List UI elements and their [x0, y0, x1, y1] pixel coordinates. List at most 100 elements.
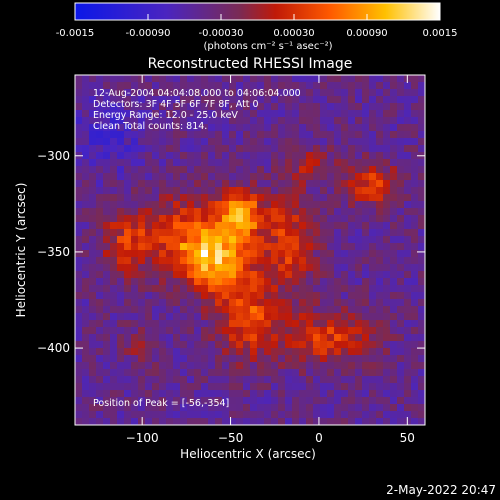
heatmap-cell [306, 82, 314, 90]
heatmap-cell [89, 117, 97, 125]
heatmap-cell [411, 82, 419, 90]
heatmap-cell [173, 124, 181, 132]
heatmap-cell [75, 110, 83, 118]
heatmap-cell [418, 236, 426, 244]
heatmap-cell [369, 411, 377, 419]
heatmap-cell [215, 117, 223, 125]
heatmap-cell [411, 229, 419, 237]
heatmap-cell [355, 397, 363, 405]
heatmap-cell [376, 117, 384, 125]
heatmap-cell [215, 404, 223, 412]
heatmap-cell [208, 89, 216, 97]
heatmap-cell [89, 369, 97, 377]
heatmap-cell [166, 194, 174, 202]
heatmap-cell [313, 285, 321, 293]
heatmap-cell [320, 299, 328, 307]
heatmap-cell [201, 292, 209, 300]
heatmap-cell [278, 327, 286, 335]
heatmap-cell [292, 334, 300, 342]
heatmap-cell [257, 397, 265, 405]
heatmap-cell [187, 390, 195, 398]
heatmap-cell [131, 264, 139, 272]
colorbar-tick-label: 0.00090 [346, 28, 387, 39]
heatmap-cell [327, 285, 335, 293]
heatmap-cell [103, 362, 111, 370]
heatmap-cell [278, 145, 286, 153]
heatmap-cell [215, 236, 223, 244]
heatmap-cell [320, 383, 328, 391]
heatmap-cell [250, 348, 258, 356]
heatmap-cell [327, 313, 335, 321]
heatmap-cell [250, 369, 258, 377]
heatmap-cell [334, 173, 342, 181]
heatmap-cell [278, 173, 286, 181]
heatmap-cell [166, 117, 174, 125]
heatmap-cell [166, 89, 174, 97]
heatmap-cell [369, 166, 377, 174]
heatmap-cell [411, 334, 419, 342]
heatmap-cell [96, 166, 104, 174]
heatmap-cell [320, 145, 328, 153]
heatmap-cell [236, 159, 244, 167]
heatmap-cell [152, 96, 160, 104]
heatmap-cell [271, 292, 279, 300]
heatmap-cell [152, 264, 160, 272]
heatmap-cell [355, 355, 363, 363]
heatmap-cell [180, 369, 188, 377]
heatmap-cell [131, 355, 139, 363]
heatmap-cell [236, 180, 244, 188]
heatmap-cell [397, 89, 405, 97]
heatmap-cell [243, 194, 251, 202]
heatmap-cell [285, 334, 293, 342]
heatmap-cell [320, 110, 328, 118]
heatmap-cell [152, 271, 160, 279]
heatmap-cell [180, 124, 188, 132]
heatmap-cell [243, 75, 251, 83]
heatmap-cell [75, 397, 83, 405]
heatmap-cell [313, 89, 321, 97]
heatmap-cell [327, 96, 335, 104]
heatmap-cell [145, 299, 153, 307]
heatmap-cell [215, 397, 223, 405]
heatmap-cell [194, 82, 202, 90]
heatmap-cell [180, 96, 188, 104]
heatmap-cell [383, 383, 391, 391]
heatmap-cell [236, 348, 244, 356]
heatmap-cell [82, 278, 90, 286]
heatmap-cell [208, 180, 216, 188]
heatmap-cell [411, 159, 419, 167]
heatmap-cell [411, 362, 419, 370]
heatmap-cell [320, 362, 328, 370]
heatmap-cell [229, 138, 237, 146]
heatmap-cell [264, 404, 272, 412]
heatmap-cell [82, 299, 90, 307]
heatmap-cell [110, 208, 118, 216]
heatmap-cell [152, 208, 160, 216]
heatmap-cell [131, 117, 139, 125]
heatmap-cell [362, 152, 370, 160]
heatmap-cell [194, 376, 202, 384]
heatmap-cell [236, 271, 244, 279]
heatmap-cell [243, 299, 251, 307]
heatmap-cell [411, 103, 419, 111]
heatmap-cell [418, 341, 426, 349]
heatmap-cell [75, 75, 83, 83]
heatmap-cell [82, 82, 90, 90]
heatmap-cell [229, 250, 237, 258]
heatmap-cell [383, 138, 391, 146]
heatmap-cell [327, 306, 335, 314]
heatmap-cell [180, 334, 188, 342]
heatmap-cell [152, 138, 160, 146]
heatmap-cell [404, 103, 412, 111]
heatmap-cell [117, 222, 125, 230]
heatmap-cell [376, 243, 384, 251]
heatmap-cell [180, 243, 188, 251]
heatmap-cell [194, 348, 202, 356]
heatmap-cell [299, 243, 307, 251]
heatmap-cell [362, 341, 370, 349]
heatmap-cell [341, 341, 349, 349]
heatmap-cell [166, 278, 174, 286]
heatmap-cell [264, 299, 272, 307]
heatmap-cell [404, 124, 412, 132]
heatmap-cell [194, 75, 202, 83]
